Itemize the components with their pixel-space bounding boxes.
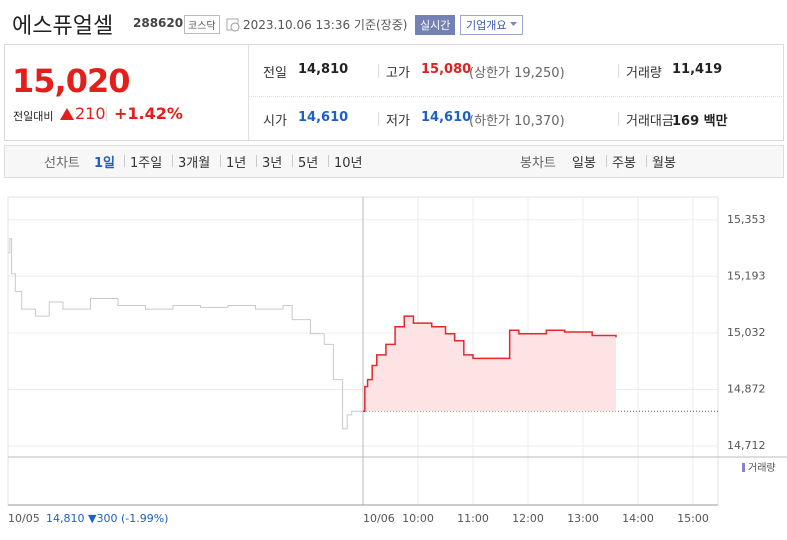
stock-name: 에스퓨얼셀 xyxy=(12,14,114,39)
tab[interactable]: 5년 xyxy=(298,156,319,171)
tab-divider xyxy=(328,155,329,167)
timestamp: 2023.10.06 13:36 기준(장중) xyxy=(243,18,408,32)
y-tick-label: 14,712 xyxy=(727,439,766,452)
clock-icon xyxy=(226,18,240,32)
stock-code: 288620 xyxy=(133,16,184,30)
x-tick-label: 14:00 xyxy=(622,512,654,525)
y-tick-label: 15,032 xyxy=(727,326,766,339)
tab-group-label: 선차트 xyxy=(44,156,80,171)
tab[interactable]: 월봉 xyxy=(652,156,676,171)
area xyxy=(363,316,616,412)
x-tick-label: 10/06 xyxy=(363,512,395,525)
price-line xyxy=(363,315,617,413)
company-button-text: 기업개요 xyxy=(466,19,507,32)
x-tick-label: 13:00 xyxy=(567,512,599,525)
stat-label: 고가 xyxy=(386,66,410,81)
x-tick-label: 10/05 xyxy=(8,512,40,525)
stat-value: 15,080 xyxy=(421,62,472,77)
change-label: 전일대비 xyxy=(13,110,54,123)
stat-note: (하한가 10,370) xyxy=(469,114,565,129)
tab-divider xyxy=(606,155,607,167)
stat-divider xyxy=(618,64,619,78)
x-tick-label: 11:00 xyxy=(457,512,489,525)
quote-divider xyxy=(248,45,249,140)
volume-legend: 거래량 xyxy=(748,462,776,474)
tab-divider xyxy=(220,155,221,167)
tab[interactable]: 일봉 xyxy=(572,156,596,171)
stat-label: 저가 xyxy=(386,114,410,129)
change-separator xyxy=(106,106,107,121)
x-tick-label: 15:00 xyxy=(677,512,709,525)
y-tick-label: 15,353 xyxy=(727,213,766,226)
stat-value: 11,419 xyxy=(672,62,723,77)
stats-row-divider xyxy=(249,96,782,97)
y-tick-label: 15,193 xyxy=(727,269,766,282)
stat-label: 전일 xyxy=(263,66,287,81)
price-line xyxy=(8,238,366,430)
change-amount: 210 xyxy=(75,104,106,123)
change-rate: +1.42% xyxy=(114,104,183,123)
stat-divider xyxy=(618,112,619,126)
stat-label: 시가 xyxy=(263,114,287,129)
market-badge: 코스닥 xyxy=(184,15,220,34)
quote-box xyxy=(4,44,784,141)
tab-divider xyxy=(256,155,257,167)
x-tick-label: 12:00 xyxy=(512,512,544,525)
tab-divider xyxy=(172,155,173,167)
tab-bar xyxy=(4,145,784,178)
stat-value: 14,810 xyxy=(298,62,349,77)
company-button[interactable]: 기업개요 xyxy=(460,15,524,35)
stat-label: 거래대금 xyxy=(626,114,674,129)
realtime-button[interactable]: 실시간 xyxy=(415,15,456,35)
tab-group-label: 봉차트 xyxy=(520,156,556,171)
tab[interactable]: 1일 xyxy=(94,156,116,171)
stat-value: 14,610 xyxy=(298,110,349,125)
current-price: 15,020 xyxy=(12,62,130,100)
volume-legend-swatch xyxy=(742,463,745,472)
tab[interactable]: 1주일 xyxy=(130,156,163,171)
stat-value: 169 백만 xyxy=(672,114,728,129)
tab[interactable]: 10년 xyxy=(334,156,363,171)
plot-frame xyxy=(7,196,719,506)
up-triangle xyxy=(60,108,74,120)
tab-divider xyxy=(124,155,125,167)
prev-change: ▼300 (-1.99%) xyxy=(88,512,168,525)
prev-close: 14,810 xyxy=(46,512,85,525)
stat-note: (상한가 19,250) xyxy=(469,66,565,81)
x-tick-label: 10:00 xyxy=(402,512,434,525)
tab[interactable]: 3개월 xyxy=(178,156,211,171)
tab[interactable]: 주봉 xyxy=(612,156,636,171)
stat-divider xyxy=(378,112,379,126)
stat-value: 14,610 xyxy=(421,110,472,125)
stat-divider xyxy=(378,64,379,78)
stat-label: 거래량 xyxy=(626,66,662,81)
tab-divider xyxy=(292,155,293,167)
tab[interactable]: 1년 xyxy=(226,156,247,171)
y-tick-label: 14,872 xyxy=(727,382,766,395)
tab[interactable]: 3년 xyxy=(262,156,283,171)
tab-divider xyxy=(646,155,647,167)
dropdown-arrow xyxy=(510,22,517,26)
